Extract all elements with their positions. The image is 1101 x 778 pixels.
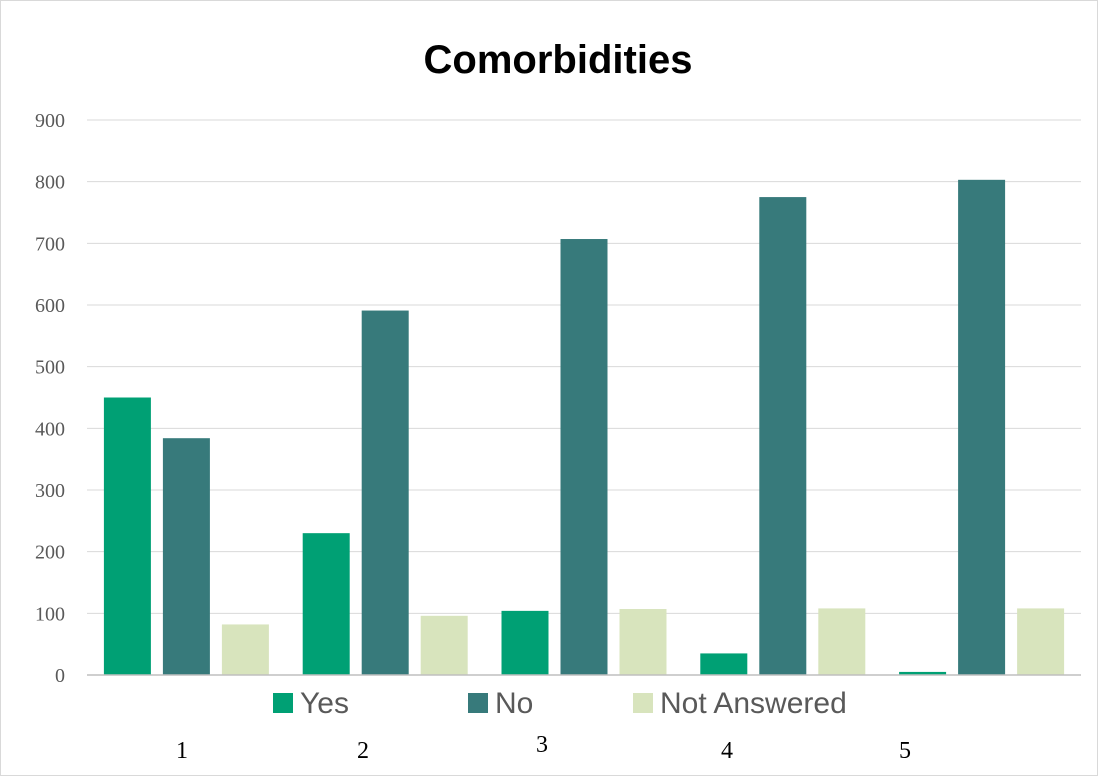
category-label: 1 [176, 738, 188, 764]
y-tick-label: 400 [35, 418, 65, 440]
y-tick-label: 0 [55, 665, 65, 687]
legend-swatch [633, 693, 653, 713]
category-label: 2 [357, 738, 369, 764]
y-tick-label: 200 [35, 542, 65, 564]
legend: Yes No Not Answered [273, 687, 847, 720]
legend-item: Yes [273, 687, 349, 720]
bar-no [560, 239, 608, 675]
legend-label: Not Answered [660, 687, 847, 720]
bar-no [162, 438, 210, 675]
legend-label: Yes [300, 687, 349, 720]
chart-title: Comorbidities [424, 38, 693, 82]
legend-swatch [468, 693, 488, 713]
category-labels: 1 2 3 4 5 [176, 732, 911, 764]
category-label: 5 [899, 738, 911, 764]
y-tick-label: 900 [35, 110, 65, 132]
bar-not-answered [420, 615, 468, 675]
category-label: 3 [536, 732, 548, 758]
bar-yes [501, 610, 549, 675]
bar-not-answered [1017, 608, 1065, 675]
legend-item: Not Answered [633, 687, 847, 720]
y-tick-label: 500 [35, 357, 65, 379]
y-tick-label: 600 [35, 295, 65, 317]
bar-no [361, 310, 409, 675]
legend-label: No [495, 687, 533, 720]
bar-yes [302, 533, 350, 675]
bar-not-answered [221, 624, 269, 675]
y-tick-label: 300 [35, 480, 65, 502]
y-tick-label: 800 [35, 172, 65, 194]
bar-not-answered [619, 609, 667, 675]
bar-yes [700, 653, 748, 675]
bar-not-answered [818, 608, 866, 675]
bars [103, 179, 1065, 676]
legend-swatch [273, 693, 293, 713]
bar-no [958, 179, 1006, 676]
bar-yes [103, 397, 151, 675]
y-axis-ticks: 0 100 200 300 400 500 600 700 800 900 [35, 110, 65, 687]
bar-yes [899, 671, 947, 675]
y-tick-label: 100 [35, 603, 65, 625]
legend-item: No [468, 687, 533, 720]
bar-no [759, 197, 807, 676]
y-tick-label: 700 [35, 233, 65, 255]
category-label: 4 [721, 738, 733, 764]
